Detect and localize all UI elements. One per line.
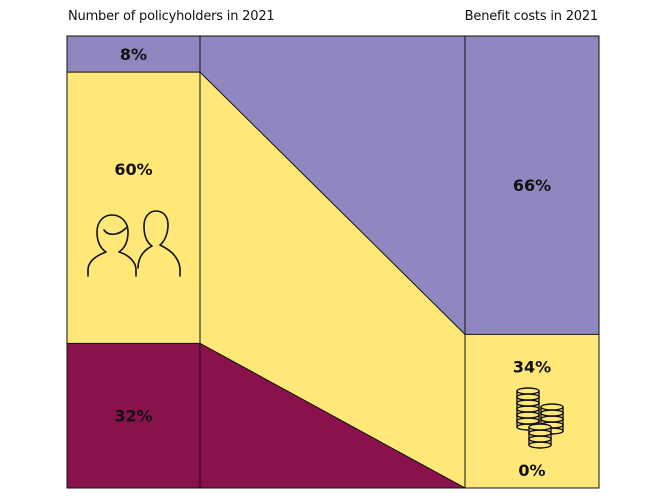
right-column-title: Benefit costs in 2021 <box>464 9 599 24</box>
coins-icon <box>516 387 564 449</box>
people-icon <box>87 210 181 277</box>
label-right-bottom: 0% <box>518 461 545 480</box>
label-right-middle: 34% <box>513 357 551 376</box>
label-right-top: 66% <box>513 176 551 195</box>
label-left-top: 8% <box>120 45 147 64</box>
label-left-middle: 60% <box>114 160 152 179</box>
label-left-bottom: 32% <box>114 407 152 426</box>
band-top <box>67 36 599 335</box>
left-column-title: Number of policyholders in 2021 <box>68 9 275 24</box>
